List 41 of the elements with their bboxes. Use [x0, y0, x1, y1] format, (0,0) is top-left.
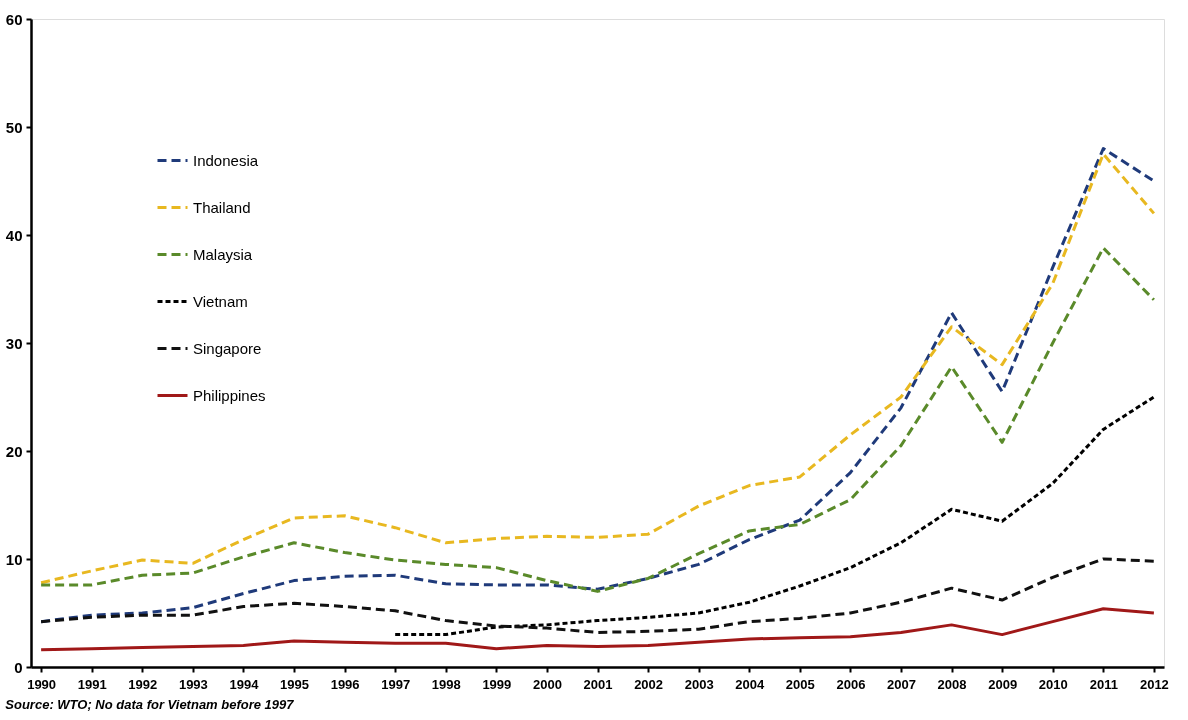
x-tick-label: 2003	[684, 676, 714, 692]
x-tick-label: 2002	[634, 676, 664, 692]
legend-label: Philippines	[193, 386, 266, 404]
x-tick-label: 1990	[27, 676, 57, 692]
x-tick-label: 1992	[128, 676, 158, 692]
source-note: Source: WTO; No data for Vietnam before 1997	[5, 697, 295, 712]
line-series	[39, 557, 1156, 634]
y-tick-label: 20	[5, 442, 23, 460]
x-tick-label: 2004	[735, 676, 765, 692]
y-tick-label: 10	[5, 550, 23, 568]
x-tick-label: 2006	[836, 676, 866, 692]
x-tick-label: 2010	[1038, 676, 1068, 692]
legend-label: Thailand	[193, 198, 251, 216]
y-tick-label: 30	[5, 334, 23, 352]
x-tick-label: 1991	[77, 676, 107, 692]
x-tick-label: 1997	[381, 676, 411, 692]
y-tick-label: 40	[5, 226, 23, 244]
y-tick-label: 0	[14, 658, 23, 676]
legend-label: Singapore	[193, 339, 262, 357]
x-tick-label: 2008	[937, 676, 967, 692]
x-tick-label: 1994	[229, 676, 260, 692]
x-tick-label: 2012	[1139, 676, 1169, 692]
legend-label: Malaysia	[193, 245, 253, 263]
line-series	[393, 395, 1156, 637]
y-tick-label: 60	[5, 10, 23, 28]
x-tick-label: 1995	[280, 676, 309, 692]
legend-label: Vietnam	[193, 292, 248, 310]
x-tick-label: 2007	[887, 676, 916, 692]
x-tick-label: 2011	[1089, 676, 1118, 692]
x-tick-label: 1993	[178, 676, 208, 692]
legend-label: Indonesia	[193, 151, 259, 169]
x-tick-label: 2000	[532, 676, 562, 692]
x-tick-label: 1998	[431, 676, 461, 692]
x-tick-label: 2009	[988, 676, 1018, 692]
x-tick-label: 2005	[785, 676, 815, 692]
line-series	[39, 246, 1156, 593]
x-tick-label: 2001	[583, 676, 613, 692]
x-tick-label: 1996	[330, 676, 360, 692]
line-series	[39, 607, 1156, 652]
x-tick-label: 1999	[482, 676, 512, 692]
y-tick-label: 50	[5, 118, 23, 136]
